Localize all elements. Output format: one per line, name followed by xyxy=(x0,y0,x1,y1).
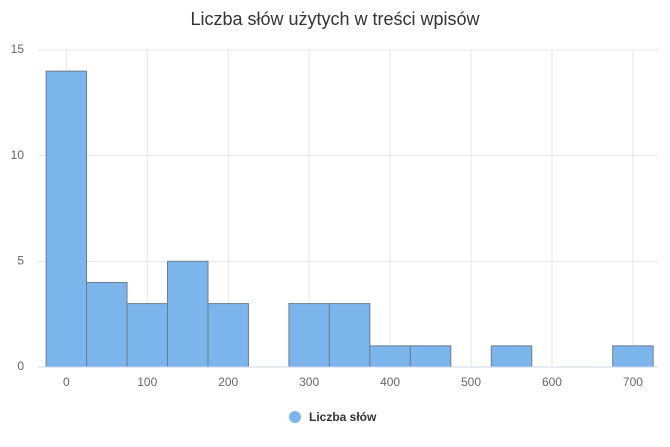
x-tick-label: 100 xyxy=(137,375,157,389)
bar xyxy=(45,70,88,368)
y-tick-label: 5 xyxy=(17,254,24,268)
bar xyxy=(409,345,452,368)
bar xyxy=(207,303,249,368)
legend-marker[interactable] xyxy=(289,411,301,423)
legend-label[interactable]: Liczba słów xyxy=(309,410,377,424)
y-tick-label: 10 xyxy=(11,148,25,162)
bar xyxy=(86,281,128,368)
bar xyxy=(369,345,411,368)
x-tick-label: 700 xyxy=(623,375,643,389)
x-tick-label: 200 xyxy=(218,375,238,389)
y-tick-label: 15 xyxy=(11,42,25,56)
bar xyxy=(126,303,169,368)
x-tick-label: 0 xyxy=(63,375,70,389)
bar xyxy=(328,303,371,368)
x-tick-label: 400 xyxy=(380,375,400,389)
bar xyxy=(612,345,654,368)
x-tick-label: 500 xyxy=(461,375,481,389)
x-tick-label: 600 xyxy=(542,375,562,389)
bar xyxy=(167,260,209,368)
bar xyxy=(288,303,330,368)
x-tick-label: 300 xyxy=(299,375,319,389)
y-tick-label: 0 xyxy=(17,359,24,373)
chart-title: Liczba słów użytych w treści wpisów xyxy=(190,9,480,29)
bar xyxy=(490,345,533,368)
